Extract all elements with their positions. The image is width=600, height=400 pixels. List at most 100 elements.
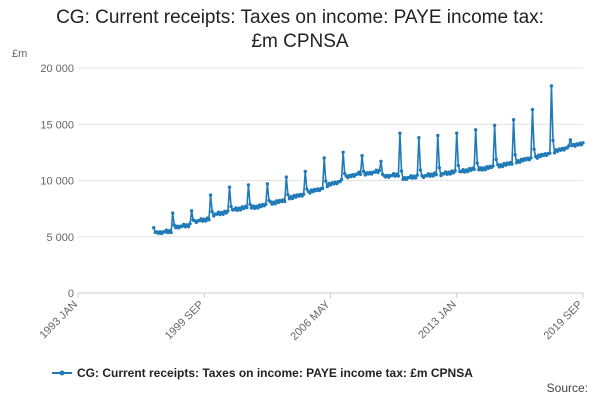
data-point[interactable] — [320, 186, 325, 191]
x-tick-label: 2019 SEP — [542, 299, 586, 343]
data-point[interactable] — [358, 172, 363, 177]
data-point[interactable] — [552, 151, 557, 155]
data-point[interactable] — [551, 138, 555, 143]
data-point[interactable] — [436, 133, 440, 138]
source-label: Source: — [546, 381, 588, 395]
data-point[interactable] — [283, 199, 287, 204]
data-point[interactable] — [472, 167, 476, 172]
data-point[interactable] — [325, 184, 330, 189]
data-point[interactable] — [511, 118, 516, 122]
legend-swatch-marker — [59, 370, 65, 376]
x-tick-label: 1999 SEP — [163, 299, 207, 343]
data-point[interactable] — [339, 177, 344, 182]
data-point[interactable] — [492, 123, 497, 128]
data-point[interactable] — [414, 176, 418, 180]
y-tick-label: 20 000 — [40, 63, 74, 75]
data-point[interactable] — [322, 156, 326, 160]
data-point[interactable] — [535, 156, 539, 160]
data-point[interactable] — [229, 204, 233, 209]
data-point[interactable] — [256, 206, 260, 210]
data-point[interactable] — [475, 161, 479, 165]
data-point[interactable] — [186, 224, 191, 229]
data-point[interactable] — [361, 169, 366, 174]
data-point[interactable] — [207, 218, 211, 222]
data-point[interactable] — [238, 208, 243, 212]
data-point[interactable] — [290, 196, 295, 201]
data-point[interactable] — [264, 202, 268, 206]
data-point[interactable] — [415, 173, 419, 177]
data-point[interactable] — [210, 210, 214, 214]
data-point[interactable] — [343, 171, 347, 176]
chart-title-line-1: CG: Current receipts: Taxes on income: P… — [56, 7, 544, 28]
data-point[interactable] — [226, 209, 230, 213]
data-point[interactable] — [473, 128, 478, 132]
data-point[interactable] — [456, 163, 461, 168]
data-point[interactable] — [530, 107, 535, 112]
data-point[interactable] — [204, 219, 208, 223]
data-point[interactable] — [286, 192, 290, 197]
data-point[interactable] — [221, 212, 225, 216]
data-point[interactable] — [379, 159, 383, 164]
data-point[interactable] — [455, 131, 459, 135]
data-point[interactable] — [581, 141, 585, 145]
data-point[interactable] — [483, 168, 487, 172]
data-point[interactable] — [301, 192, 306, 196]
data-point[interactable] — [398, 131, 402, 135]
y-axis-unit-label: £m — [12, 48, 27, 60]
y-tick-label: 0 — [68, 288, 74, 300]
data-point[interactable] — [246, 183, 251, 187]
data-point[interactable] — [549, 84, 554, 88]
legend-label: CG: Current receipts: Taxes on income: P… — [77, 366, 473, 380]
data-point[interactable] — [567, 144, 571, 148]
data-point[interactable] — [245, 205, 249, 210]
data-point[interactable] — [189, 209, 194, 213]
data-point[interactable] — [360, 154, 364, 158]
data-point[interactable] — [308, 191, 312, 195]
chart-title: CG: Current receipts: Taxes on income: P… — [0, 6, 600, 54]
data-point[interactable] — [284, 175, 289, 179]
data-point[interactable] — [494, 157, 498, 162]
data-point[interactable] — [518, 160, 522, 164]
data-point[interactable] — [434, 173, 438, 177]
y-tick-label: 10 000 — [40, 176, 74, 188]
x-tick-label: 2006 MAY — [288, 298, 333, 343]
data-point[interactable] — [341, 150, 345, 155]
data-point[interactable] — [399, 169, 404, 173]
legend[interactable]: CG: Current receipts: Taxes on income: P… — [52, 366, 473, 380]
data-point[interactable] — [568, 138, 573, 142]
data-point[interactable] — [377, 168, 382, 173]
chart-title-line-2: £m CPNSA — [251, 31, 349, 52]
data-point[interactable] — [513, 153, 517, 157]
data-point[interactable] — [418, 168, 423, 172]
data-point[interactable] — [466, 169, 470, 174]
y-tick-label: 5 000 — [46, 232, 74, 244]
data-point[interactable] — [248, 202, 252, 207]
data-point[interactable] — [500, 164, 505, 169]
x-axis-ticks: 1993 JAN 1999 SEP 2006 MAY 2013 JAN 2019 SEP — [37, 293, 585, 343]
data-point[interactable] — [172, 223, 176, 227]
data-point[interactable] — [169, 230, 173, 235]
data-point[interactable] — [152, 226, 156, 230]
data-point[interactable] — [532, 147, 536, 151]
data-point[interactable] — [170, 211, 175, 215]
data-point[interactable] — [208, 193, 213, 197]
data-point[interactable] — [227, 185, 232, 189]
data-point[interactable] — [417, 136, 421, 140]
data-point[interactable] — [273, 202, 277, 206]
data-point[interactable] — [510, 162, 514, 166]
data-point[interactable] — [324, 179, 328, 183]
data-point[interactable] — [491, 164, 495, 168]
data-point[interactable] — [303, 169, 307, 174]
data-point[interactable] — [396, 174, 401, 178]
data-point[interactable] — [529, 156, 533, 160]
data-point[interactable] — [548, 151, 552, 155]
grid-lines — [78, 67, 583, 294]
data-point[interactable] — [437, 166, 442, 170]
data-point[interactable] — [453, 169, 457, 173]
x-tick-label: 2013 JAN — [416, 299, 459, 342]
data-point[interactable] — [431, 174, 435, 178]
data-point[interactable] — [188, 222, 192, 226]
data-point[interactable] — [448, 172, 453, 176]
data-point[interactable] — [265, 182, 270, 186]
y-axis-ticks: 0 5 000 10 000 15 000 20 000 — [40, 63, 74, 300]
